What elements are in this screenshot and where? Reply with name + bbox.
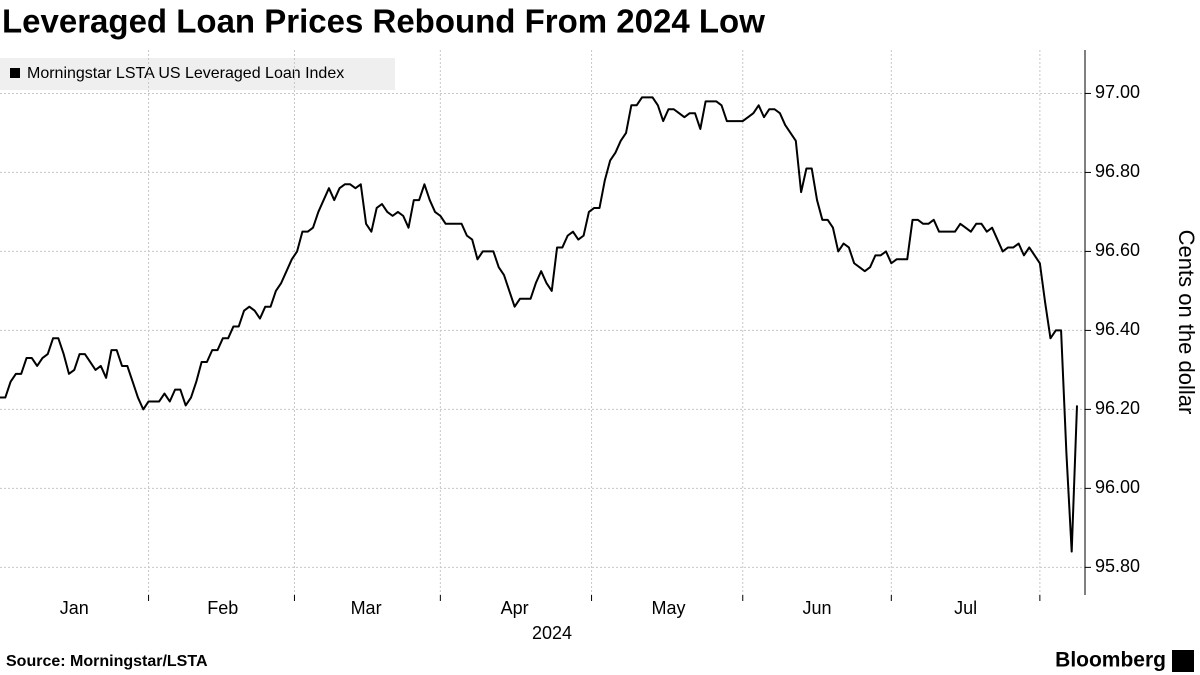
x-tick-label: Jan: [60, 598, 89, 618]
x-tick-label: Apr: [501, 598, 529, 618]
x-tick-label: May: [651, 598, 685, 618]
legend-swatch: [10, 68, 20, 78]
x-tick-label: Jul: [954, 598, 977, 618]
y-axis-label: Cents on the dollar: [1174, 230, 1199, 415]
line: [0, 96, 1078, 553]
x-axis-label: 2024: [532, 623, 572, 643]
legend-label: Morningstar LSTA US Leveraged Loan Index: [27, 65, 344, 82]
x-tick-label: Mar: [351, 598, 382, 618]
y-tick-label: 96.40: [1095, 319, 1140, 339]
brand: Bloomberg: [1055, 649, 1166, 672]
y-tick-label: 97.00: [1095, 82, 1140, 102]
chart-title: Leveraged Loan Prices Rebound From 2024 …: [2, 3, 765, 40]
y-tick-label: 96.00: [1095, 477, 1140, 497]
y-tick-label: 96.20: [1095, 398, 1140, 418]
y-tick-label: 96.60: [1095, 240, 1140, 260]
x-tick-label: Jun: [803, 598, 832, 618]
x-tick-label: Feb: [207, 598, 238, 618]
legend-box: [0, 58, 395, 90]
y-tick-label: 95.80: [1095, 556, 1140, 576]
y-tick-label: 96.80: [1095, 161, 1140, 181]
source: Source: Morningstar/LSTA: [6, 653, 208, 670]
brand-icon: [1172, 650, 1194, 672]
